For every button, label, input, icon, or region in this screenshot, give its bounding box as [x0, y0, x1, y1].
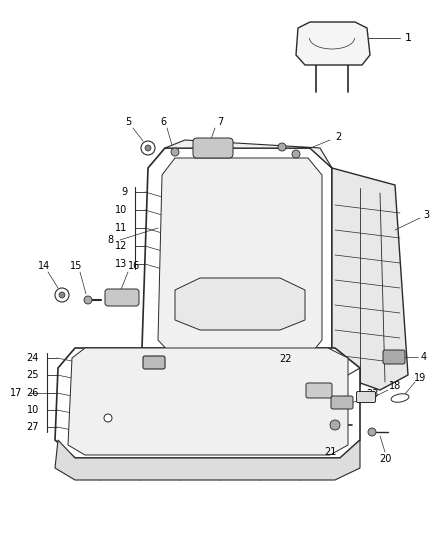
Text: 3: 3 [423, 210, 429, 220]
Text: LH: LH [299, 44, 323, 62]
Text: 23: 23 [366, 389, 378, 399]
Text: 24: 24 [27, 353, 39, 363]
Text: 9: 9 [121, 187, 127, 197]
Text: 7: 7 [217, 117, 223, 127]
Text: 16: 16 [128, 261, 140, 271]
Circle shape [141, 141, 155, 155]
Circle shape [292, 150, 300, 158]
Text: 11: 11 [115, 223, 127, 233]
Circle shape [278, 143, 286, 151]
Circle shape [59, 292, 65, 298]
Text: 18: 18 [389, 381, 401, 391]
Text: 8: 8 [107, 235, 113, 245]
Polygon shape [68, 348, 348, 455]
Text: 5: 5 [125, 117, 131, 127]
FancyBboxPatch shape [193, 138, 233, 158]
Text: 15: 15 [70, 261, 82, 271]
Polygon shape [55, 440, 360, 480]
Circle shape [104, 414, 112, 422]
Text: 13: 13 [115, 259, 127, 269]
Polygon shape [142, 148, 332, 368]
Polygon shape [165, 140, 332, 168]
FancyBboxPatch shape [383, 350, 405, 364]
Text: 22: 22 [280, 354, 292, 364]
Circle shape [145, 145, 151, 151]
FancyBboxPatch shape [357, 392, 375, 402]
Circle shape [368, 428, 376, 436]
Text: 1: 1 [405, 33, 411, 43]
Polygon shape [55, 348, 360, 458]
Text: 14: 14 [38, 261, 50, 271]
Text: 19: 19 [414, 373, 426, 383]
FancyBboxPatch shape [143, 356, 165, 369]
Text: 4: 4 [421, 352, 427, 362]
Text: 20: 20 [379, 454, 391, 464]
Text: 6: 6 [160, 117, 166, 127]
Circle shape [171, 148, 179, 156]
Text: 27: 27 [27, 422, 39, 432]
Polygon shape [296, 22, 370, 65]
Polygon shape [175, 278, 305, 330]
Polygon shape [158, 158, 322, 355]
FancyBboxPatch shape [306, 383, 332, 398]
Text: 25: 25 [27, 370, 39, 380]
Text: 2: 2 [335, 132, 341, 142]
Text: 12: 12 [115, 241, 127, 251]
Circle shape [55, 288, 69, 302]
FancyBboxPatch shape [105, 289, 139, 306]
Text: 10: 10 [115, 205, 127, 215]
Text: 10: 10 [27, 405, 39, 415]
Polygon shape [318, 168, 408, 390]
FancyBboxPatch shape [331, 396, 353, 409]
Text: 21: 21 [324, 447, 336, 457]
Text: 17: 17 [10, 388, 22, 398]
Ellipse shape [391, 394, 409, 402]
Text: 26: 26 [27, 388, 39, 398]
Circle shape [84, 296, 92, 304]
Circle shape [330, 420, 340, 430]
